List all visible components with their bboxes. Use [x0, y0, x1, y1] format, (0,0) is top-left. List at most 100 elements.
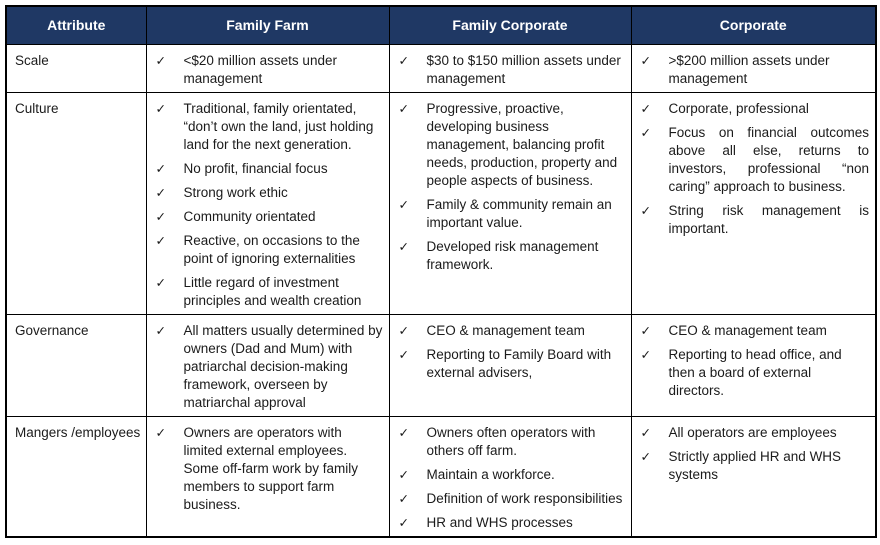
- bullet-item: ✓ Traditional, family orientated, “don’t …: [156, 100, 383, 154]
- content-cell-corporate: ✓ >$200 million assets under management: [630, 44, 877, 93]
- bullet-text: Reactive, on occasions to the point of i…: [183, 233, 360, 266]
- check-icon: ✓: [640, 450, 651, 464]
- bullet-item: ✓ >$200 million assets under management: [641, 52, 870, 88]
- content-cell-family-farm: ✓ All matters usually determined by owner…: [145, 314, 390, 417]
- bullet-text: Developed risk management framework.: [426, 239, 599, 272]
- attribute-cell: Governance: [5, 314, 147, 417]
- bullet-text: Reporting to head office, and then a boa…: [668, 347, 842, 398]
- comparison-table: Attribute Family Farm Family Corporate C…: [5, 5, 877, 538]
- bullet-item: ✓ Little regard of investment principles …: [156, 274, 383, 310]
- content-cell-family-farm: ✓ Owners are operators with limited exter…: [145, 416, 390, 538]
- check-icon: ✓: [155, 162, 166, 176]
- bullet-item: ✓ Strictly applied HR and WHS systems: [641, 448, 870, 484]
- check-icon: ✓: [398, 324, 409, 338]
- check-icon: ✓: [398, 492, 409, 506]
- bullet-item: ✓ Focus on financial outcomes above all e…: [641, 124, 870, 196]
- attribute-cell: Mangers /employees: [5, 416, 147, 538]
- check-icon: ✓: [155, 324, 166, 338]
- bullet-text: CEO & management team: [426, 323, 585, 338]
- content-cell-family-corporate: ✓ Progressive, proactive, developing busi…: [388, 92, 632, 315]
- bullet-item: ✓ $30 to $150 million assets under manage…: [399, 52, 625, 88]
- check-icon: ✓: [155, 54, 166, 68]
- bullet-text: String risk management is important.: [668, 203, 870, 236]
- bullet-item: ✓ All operators are employees: [641, 424, 870, 442]
- bullet-item: ✓ No profit, financial focus: [156, 160, 383, 178]
- check-icon: ✓: [640, 54, 651, 68]
- bullet-item: ✓ Community orientated: [156, 208, 383, 226]
- header-row: Attribute Family Farm Family Corporate C…: [5, 5, 877, 45]
- check-icon: ✓: [155, 234, 166, 248]
- bullet-item: ✓ String risk management is important.: [641, 202, 870, 238]
- bullet-item: ✓ Owners often operators with others off …: [399, 424, 625, 460]
- check-icon: ✓: [155, 210, 166, 224]
- bullet-text: Family & community remain an important v…: [426, 197, 612, 230]
- check-icon: ✓: [640, 426, 651, 440]
- attribute-cell: Culture: [5, 92, 147, 315]
- check-icon: ✓: [398, 54, 409, 68]
- check-icon: ✓: [640, 102, 651, 116]
- bullet-item: ✓ All matters usually determined by owner…: [156, 322, 383, 412]
- bullet-item: ✓ <$20 million assets under management: [156, 52, 383, 88]
- table-row: Scale ✓ <$20 million assets under manageme…: [5, 44, 877, 93]
- bullet-item: ✓ Strong work ethic: [156, 184, 383, 202]
- bullet-text: Little regard of investment principles a…: [183, 275, 362, 308]
- check-icon: ✓: [155, 186, 166, 200]
- bullet-text: CEO & management team: [668, 323, 827, 338]
- bullet-text: Reporting to Family Board with external …: [426, 347, 612, 380]
- check-icon: ✓: [640, 324, 651, 338]
- check-icon: ✓: [155, 276, 166, 290]
- header-cell-attribute: Attribute: [5, 5, 147, 45]
- check-icon: ✓: [155, 426, 166, 440]
- bullet-item: ✓ Family & community remain an important …: [399, 196, 625, 232]
- bullet-text: Progressive, proactive, developing busin…: [426, 101, 618, 188]
- bullet-item: ✓ Owners are operators with limited exter…: [156, 424, 383, 514]
- bullet-text: Corporate, professional: [668, 101, 809, 116]
- bullet-item: ✓ Maintain a workforce.: [399, 466, 625, 484]
- content-cell-family-corporate: ✓ CEO & management team ✓ Reporting to Fami…: [388, 314, 632, 417]
- bullet-text: No profit, financial focus: [183, 161, 328, 176]
- bullet-text: Owners often operators with others off f…: [426, 425, 596, 458]
- content-cell-corporate: ✓ All operators are employees ✓ Strictly ap…: [630, 416, 877, 538]
- content-cell-family-corporate: ✓ Owners often operators with others off …: [388, 416, 632, 538]
- bullet-text: Strong work ethic: [183, 185, 288, 200]
- check-icon: ✓: [155, 102, 166, 116]
- check-icon: ✓: [640, 348, 651, 362]
- table-header: Attribute Family Farm Family Corporate C…: [5, 5, 877, 45]
- bullet-item: ✓ Definition of work responsibilities: [399, 490, 625, 508]
- check-icon: ✓: [640, 204, 651, 218]
- bullet-text: All operators are employees: [668, 425, 837, 440]
- bullet-text: Definition of work responsibilities: [426, 491, 623, 506]
- content-cell-corporate: ✓ Corporate, professional ✓ Focus on financ…: [630, 92, 877, 315]
- bullet-text: Owners are operators with limited extern…: [183, 425, 359, 512]
- check-icon: ✓: [398, 468, 409, 482]
- table-row: Mangers /employees ✓ Owners are operators …: [5, 416, 877, 538]
- content-cell-family-farm: ✓ <$20 million assets under management: [145, 44, 390, 93]
- bullet-item: ✓ CEO & management team: [641, 322, 870, 340]
- content-cell-family-corporate: ✓ $30 to $150 million assets under manage…: [388, 44, 632, 93]
- check-icon: ✓: [640, 126, 651, 140]
- bullet-item: ✓ CEO & management team: [399, 322, 625, 340]
- table-row: Governance ✓ All matters usually determine…: [5, 314, 877, 417]
- bullet-text: Community orientated: [183, 209, 316, 224]
- bullet-text: Focus on financial outcomes above all el…: [668, 125, 870, 194]
- header-cell-family-farm: Family Farm: [145, 5, 390, 45]
- bullet-item: ✓ HR and WHS processes: [399, 514, 625, 532]
- bullet-text: HR and WHS processes: [426, 515, 573, 530]
- content-cell-corporate: ✓ CEO & management team ✓ Reporting to head…: [630, 314, 877, 417]
- check-icon: ✓: [398, 348, 409, 362]
- bullet-text: All matters usually determined by owners…: [183, 323, 383, 410]
- header-cell-family-corporate: Family Corporate: [388, 5, 632, 45]
- attribute-cell: Scale: [5, 44, 147, 93]
- bullet-item: ✓ Corporate, professional: [641, 100, 870, 118]
- bullet-item: ✓ Developed risk management framework.: [399, 238, 625, 274]
- check-icon: ✓: [398, 240, 409, 254]
- bullet-text: Strictly applied HR and WHS systems: [668, 449, 842, 482]
- bullet-item: ✓ Progressive, proactive, developing busi…: [399, 100, 625, 190]
- table-body: Scale ✓ <$20 million assets under manageme…: [5, 44, 877, 538]
- bullet-item: ✓ Reporting to head office, and then a bo…: [641, 346, 870, 400]
- bullet-item: ✓ Reactive, on occasions to the point of …: [156, 232, 383, 268]
- check-icon: ✓: [398, 516, 409, 530]
- bullet-text: <$20 million assets under management: [183, 53, 337, 86]
- header-cell-corporate: Corporate: [630, 5, 877, 45]
